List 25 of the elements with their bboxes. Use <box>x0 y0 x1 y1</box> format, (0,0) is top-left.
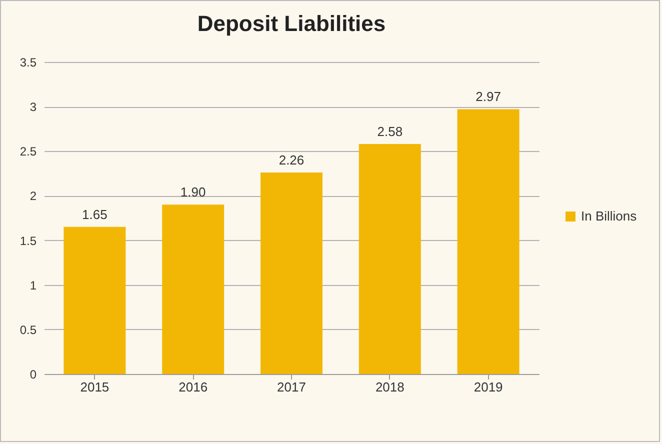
data-label: 2.97 <box>476 89 501 104</box>
y-tick-label: 1.5 <box>20 234 37 248</box>
x-tick-label: 2015 <box>80 380 110 394</box>
data-label: 1.90 <box>180 184 206 200</box>
data-label: 2.58 <box>377 124 403 140</box>
bar <box>457 109 520 374</box>
bar <box>64 226 126 374</box>
y-tick-label: 0 <box>30 368 37 382</box>
x-tick-label: 2016 <box>178 380 208 394</box>
x-tick-label: 2019 <box>474 380 503 394</box>
x-tick-label: 2018 <box>375 380 404 394</box>
data-label: 2.26 <box>278 152 304 168</box>
legend-label: In Billions <box>581 208 638 224</box>
y-tick-label: 0.5 <box>20 322 37 337</box>
bar <box>260 172 322 374</box>
y-tick-label: 2 <box>30 189 37 204</box>
chart-title: Deposit Liabilities <box>197 11 386 36</box>
y-tick-label: 1 <box>30 278 37 292</box>
x-tick-label: 2017 <box>277 380 306 394</box>
bar <box>162 204 224 374</box>
data-label: 1.65 <box>82 206 108 222</box>
y-tick-label: 3 <box>30 100 37 114</box>
y-tick-label: 3.5 <box>20 56 37 70</box>
y-tick-label: 2.5 <box>20 144 37 159</box>
bar <box>358 144 421 374</box>
